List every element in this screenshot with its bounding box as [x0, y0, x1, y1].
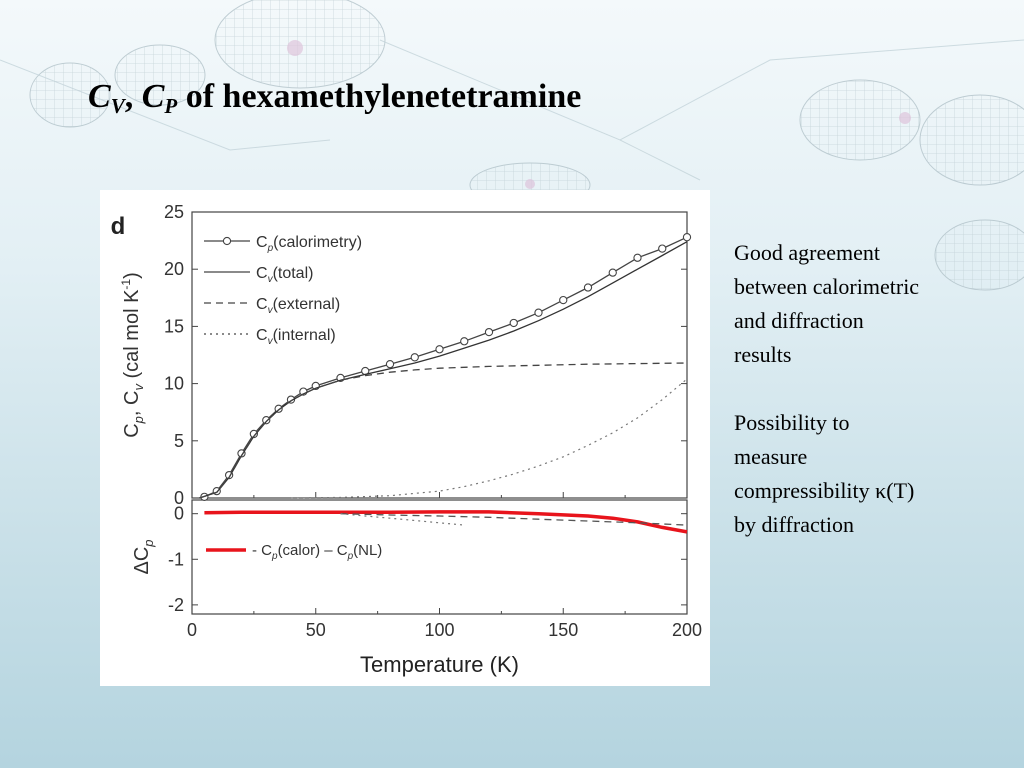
top-data-point — [385, 360, 395, 369]
note-agreement: Good agreement between calorimetric and … — [734, 240, 920, 367]
top-y-tick-label: 0 — [174, 488, 184, 508]
top-data-point — [658, 244, 667, 253]
top-data-point — [682, 233, 692, 242]
slide-title: CV, CP of hexamethylenetetramine — [88, 78, 582, 118]
x-tick-label: 150 — [548, 620, 578, 640]
top-y-tick-label: 25 — [164, 202, 184, 222]
bottom-y-tick-label: -1 — [168, 549, 184, 569]
legend-label-0: Cp(calorimetry) — [256, 234, 362, 254]
top-y-tick-label: 20 — [164, 259, 184, 279]
chart-panel: d 0 5 10 15 20 25 Cp, Cv (cal mol K-1) 0 -1 -2 0 50 1… — [100, 190, 710, 686]
x-tick-label: 200 — [672, 620, 702, 640]
panel-label: d — [111, 213, 126, 240]
x-tick-label: 100 — [424, 620, 454, 640]
legend-marker-0 — [222, 236, 232, 246]
bottom-y-tick-label: 0 — [174, 504, 184, 524]
top-y-tick-label: 15 — [164, 316, 184, 336]
x-axis-label: Temperature (K) — [360, 652, 519, 677]
legend-label-3: Cv(internal) — [256, 327, 336, 347]
bottom-series-line-2 — [340, 513, 465, 526]
note-compressibility: Possibility to measure compressibility κ… — [734, 410, 915, 537]
bottom-series-line-1 — [340, 513, 688, 526]
bottom-y-tick-label: -2 — [168, 595, 184, 615]
top-data-point — [460, 337, 469, 346]
x-tick-label: 0 — [187, 620, 197, 640]
top-data-point — [249, 429, 259, 439]
wireframe-molecule-shapes — [29, 0, 1024, 291]
bottom-y-axis-label: ΔCp — [131, 539, 156, 574]
legend-label-1: Cv(total) — [256, 265, 313, 285]
x-tick-label: 50 — [306, 620, 326, 640]
top-y-tick-label: 10 — [164, 374, 184, 394]
top-series-line-3 — [290, 378, 688, 499]
top-data-point — [484, 327, 494, 337]
top-plot-frame — [191, 211, 688, 499]
top-data-point — [559, 295, 568, 305]
top-data-point — [509, 318, 518, 328]
top-data-point — [583, 283, 593, 292]
top-y-axis-label: Cp, Cv (cal mol K-1) — [119, 272, 146, 438]
bottom-legend-label: - Cp(calor) – Cp(NL) — [252, 542, 382, 562]
top-data-point — [274, 404, 283, 413]
top-data-point — [410, 353, 419, 362]
top-y-tick-label: 5 — [174, 431, 184, 451]
legend-label-2: Cv(external) — [256, 296, 340, 316]
bottom-series-line-0 — [204, 510, 688, 534]
top-data-point — [608, 268, 617, 277]
top-data-point — [633, 253, 642, 262]
top-data-point — [534, 308, 543, 317]
notes-text: Good agreement between calorimetric and … — [734, 236, 1014, 542]
top-data-point — [262, 416, 271, 425]
top-series-line-2 — [199, 362, 688, 499]
top-data-point — [435, 345, 444, 354]
